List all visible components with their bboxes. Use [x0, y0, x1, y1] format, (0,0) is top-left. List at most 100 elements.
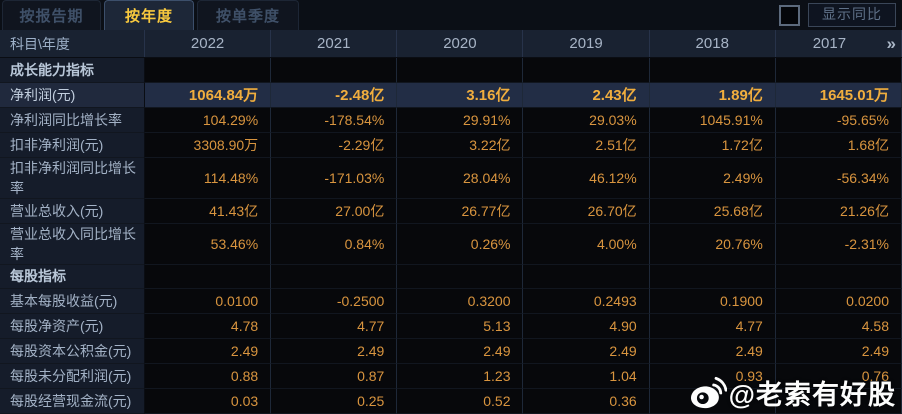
cell-value: 4.77: [271, 314, 398, 340]
more-years-icon[interactable]: »: [886, 33, 896, 53]
cell-value: 3.16亿: [397, 82, 524, 108]
section-header-row: 成长能力指标: [0, 58, 902, 83]
corner-header: 科目\年度: [0, 30, 145, 57]
cell-value: [397, 58, 524, 83]
cell-value: [523, 58, 650, 83]
cell-value: 0.52: [397, 389, 524, 414]
cell-value: -56.34%: [775, 157, 902, 199]
cell-value: 0.87: [271, 364, 398, 390]
cell-value: 5.13: [397, 314, 524, 340]
cell-value: 4.78: [145, 314, 272, 340]
year-header-2019[interactable]: 2019: [523, 30, 650, 57]
year-header-2021[interactable]: 2021: [271, 30, 398, 57]
row-label: 每股资本公积金(元): [0, 339, 145, 365]
row-label: 扣非净利润同比增长率: [0, 157, 145, 199]
row-label: 每股未分配利润(元): [0, 364, 145, 390]
period-tabbar: 按报告期 按年度 按单季度 显示同比: [0, 0, 902, 30]
tab-by-year[interactable]: 按年度: [104, 0, 194, 30]
cell-value: 1.68亿: [775, 132, 902, 158]
cell-value: 0.0100: [145, 289, 272, 315]
row-label: 每股经营现金流(元): [0, 389, 145, 414]
year-header-2018[interactable]: 2018: [650, 30, 776, 57]
cell-value: 2.49: [145, 339, 272, 365]
cell-value: 4.90: [523, 314, 650, 340]
cell-value: 0.36: [523, 389, 650, 414]
cell-value: 28.04%: [397, 157, 524, 199]
cell-value: 53.46%: [145, 223, 272, 265]
row-label: 净利润(元): [0, 82, 145, 108]
cell-value: 4.00%: [523, 223, 650, 265]
row-label: 营业总收入同比增长率: [0, 223, 145, 265]
cell-value: 0.03: [145, 389, 272, 414]
show-yoy-checkbox[interactable]: [779, 4, 800, 26]
cell-value: 29.91%: [397, 107, 524, 133]
table-row: 扣非净利润同比增长率 114.48% -171.03% 28.04% 46.12% 2.4…: [0, 157, 902, 199]
table-row: 营业总收入同比增长率 53.46% 0.84% 0.26% 4.00% 20.76% -2.…: [0, 223, 902, 265]
cell-value: 114.48%: [145, 157, 272, 199]
row-label: 每股指标: [0, 264, 145, 290]
cell-value: 21.26亿: [775, 198, 902, 224]
row-label: 基本每股收益(元): [0, 289, 145, 315]
table-row: 净利润(元) 1064.84万 -2.48亿 3.16亿 2.43亿 1.89亿 1645.…: [0, 82, 902, 108]
cell-value: 4.58: [775, 314, 902, 340]
cell-value: 2.49: [271, 339, 398, 365]
table-row: 每股经营现金流(元) 0.03 0.25 0.52 0.36: [0, 389, 902, 414]
cell-value: 0.0200: [775, 289, 902, 315]
cell-value: [775, 389, 902, 414]
cell-value: [523, 264, 650, 290]
cell-value: 1.89亿: [649, 82, 776, 108]
section-header-row: 每股指标: [0, 264, 902, 290]
cell-value: [649, 389, 776, 414]
year-label: 2017: [812, 35, 847, 52]
cell-value: -2.48亿: [271, 82, 398, 108]
table-header-row: 科目\年度 2022 2021 2020 2019 2018 2017 »: [0, 30, 902, 58]
cell-value: 29.03%: [523, 107, 650, 133]
cell-value: [649, 264, 776, 290]
cell-value: [145, 264, 272, 290]
year-header-2017[interactable]: 2017 »: [776, 30, 902, 57]
cell-value: 0.1900: [649, 289, 776, 315]
cell-value: 26.77亿: [397, 198, 524, 224]
cell-value: 41.43亿: [145, 198, 272, 224]
cell-value: -2.31%: [775, 223, 902, 265]
cell-value: 1064.84万: [145, 82, 272, 108]
table-row: 基本每股收益(元) 0.0100 -0.2500 0.3200 0.2493 0.1900…: [0, 289, 902, 315]
tab-by-quarter[interactable]: 按单季度: [197, 0, 299, 30]
table-body: 成长能力指标 净利润(元) 1064.84万 -2.48亿 3.16亿 2.43亿 1.89…: [0, 58, 902, 414]
cell-value: 4.77: [649, 314, 776, 340]
year-header-2022[interactable]: 2022: [145, 30, 272, 57]
row-label: 每股净资产(元): [0, 314, 145, 340]
cell-value: 20.76%: [649, 223, 776, 265]
table-row: 每股净资产(元) 4.78 4.77 5.13 4.90 4.77 4.58: [0, 314, 902, 340]
cell-value: 0.25: [271, 389, 398, 414]
cell-value: 0.3200: [397, 289, 524, 315]
cell-value: 0.2493: [523, 289, 650, 315]
cell-value: [775, 264, 902, 290]
cell-value: 25.68亿: [649, 198, 776, 224]
cell-value: [775, 58, 902, 83]
table-row: 营业总收入(元) 41.43亿 27.00亿 26.77亿 26.70亿 25.68亿 21…: [0, 198, 902, 224]
cell-value: 3.22亿: [397, 132, 524, 158]
table-row: 扣非净利润(元) 3308.90万 -2.29亿 3.22亿 2.51亿 1.72亿 1.6…: [0, 132, 902, 158]
show-yoy-button[interactable]: 显示同比: [808, 3, 896, 27]
cell-value: 2.43亿: [523, 82, 650, 108]
tab-report-period[interactable]: 按报告期: [2, 0, 101, 30]
table-row: 每股资本公积金(元) 2.49 2.49 2.49 2.49 2.49 2.49: [0, 339, 902, 365]
cell-value: 2.49%: [649, 157, 776, 199]
cell-value: -178.54%: [271, 107, 398, 133]
cell-value: [145, 58, 272, 83]
cell-value: 2.49: [649, 339, 776, 365]
cell-value: -2.29亿: [271, 132, 398, 158]
table-row: 每股未分配利润(元) 0.88 0.87 1.23 1.04 0.93 0.76: [0, 364, 902, 390]
cell-value: -95.65%: [775, 107, 902, 133]
cell-value: 26.70亿: [523, 198, 650, 224]
cell-value: 104.29%: [145, 107, 272, 133]
cell-value: [649, 58, 776, 83]
cell-value: [397, 264, 524, 290]
cell-value: -0.2500: [271, 289, 398, 315]
cell-value: 2.49: [523, 339, 650, 365]
year-header-2020[interactable]: 2020: [397, 30, 524, 57]
cell-value: 1.72亿: [649, 132, 776, 158]
row-label: 营业总收入(元): [0, 198, 145, 224]
